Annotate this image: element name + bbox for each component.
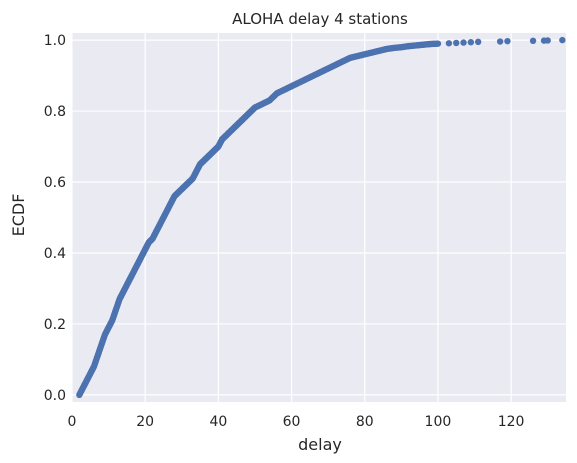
data-point (445, 40, 453, 47)
y-tick-label: 0.2 (44, 317, 66, 333)
data-points (76, 36, 566, 399)
x-tick-label: 80 (356, 414, 374, 430)
y-axis-ticks: 0.0 0.2 0.4 0.6 0.8 1.0 (44, 33, 66, 404)
y-tick-label: 0.0 (44, 388, 66, 404)
data-point (496, 38, 504, 45)
data-point (559, 36, 566, 44)
gridlines (71, 33, 566, 402)
y-tick-label: 0.6 (44, 175, 66, 191)
data-point (529, 37, 537, 45)
data-point (467, 39, 475, 46)
plot-area (72, 33, 566, 402)
x-tick-label: 20 (136, 414, 154, 430)
data-point (474, 38, 482, 46)
x-tick-label: 40 (209, 414, 227, 430)
chart-title: ALOHA delay 4 stations (232, 10, 408, 28)
data-point (544, 37, 551, 44)
x-tick-label: 100 (425, 414, 452, 430)
x-axis-ticks: 0 20 40 60 80 100 120 (68, 414, 525, 430)
data-point (434, 40, 442, 47)
y-axis-label: ECDF (9, 194, 28, 237)
data-point (453, 39, 460, 47)
x-tick-label: 60 (283, 414, 301, 430)
y-tick-label: 0.4 (44, 246, 66, 262)
data-point (504, 37, 511, 45)
y-tick-label: 1.0 (44, 33, 66, 49)
x-tick-label: 0 (68, 414, 77, 430)
data-point (460, 39, 467, 46)
x-tick-label: 120 (498, 414, 525, 430)
x-axis-label: delay (298, 435, 342, 454)
y-tick-label: 0.8 (44, 104, 66, 120)
